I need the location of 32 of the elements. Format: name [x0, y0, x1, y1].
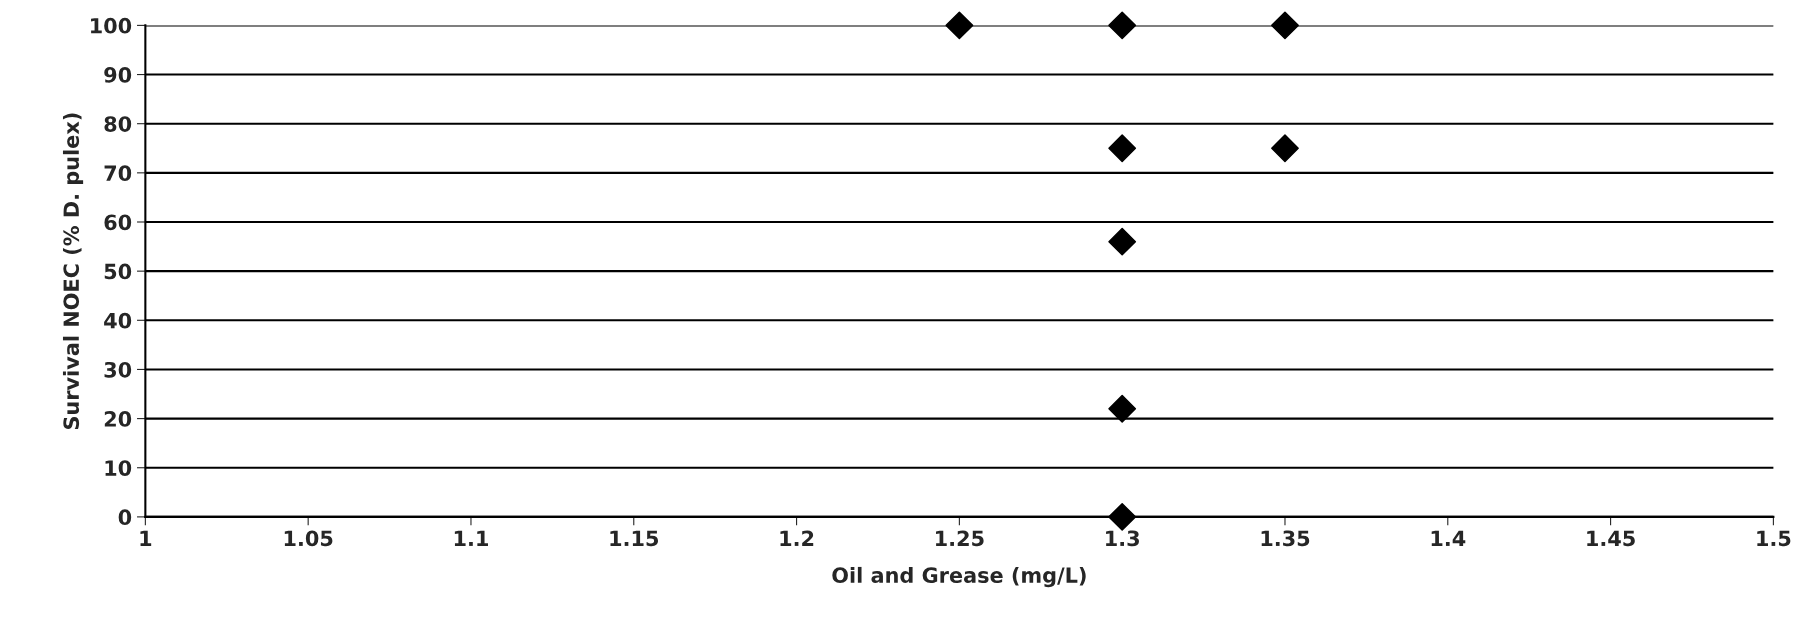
y-tick-label: 70	[104, 165, 132, 182]
y-tick-label: 0	[118, 509, 132, 526]
y-tick-label: 60	[104, 214, 132, 231]
point	[1108, 11, 1137, 40]
x-tick-label: 1.5	[1757, 530, 1791, 547]
x-tick-label: 1.25	[936, 530, 984, 547]
x-tick-label: 1.3	[1106, 530, 1139, 547]
x-tick-label: 1.35	[1261, 530, 1310, 547]
y-tick-label: 20	[104, 411, 132, 427]
point	[1108, 227, 1137, 256]
point	[1108, 502, 1137, 531]
x-axis-title: Oil and Grease (mg/L)	[832, 566, 1086, 588]
y-tick-label: 100	[91, 17, 132, 34]
x-tick-label: 1.05	[284, 530, 333, 547]
x-tick-label: 1	[140, 530, 152, 546]
x-tick-label: 1.1	[454, 530, 488, 546]
point	[1108, 134, 1137, 163]
y-tick-label: 90	[104, 67, 132, 83]
y-tick-label: 50	[104, 263, 132, 280]
y-tick-label: 80	[104, 116, 132, 132]
y-tick-label: 40	[104, 312, 132, 329]
x-tick-label: 1.15	[610, 530, 659, 547]
x-tick-label: 1.4	[1431, 530, 1466, 546]
y-tick-label: 30	[104, 361, 132, 378]
y-axis-title: Survival NOEC (% D. pulex)	[62, 113, 84, 430]
x-tick-label: 1.2	[780, 530, 814, 546]
point	[1108, 394, 1137, 423]
point	[945, 11, 974, 40]
point	[1271, 134, 1299, 163]
point	[1271, 11, 1299, 40]
y-tick-label: 10	[105, 460, 132, 476]
x-tick-label: 1.45	[1587, 530, 1635, 547]
